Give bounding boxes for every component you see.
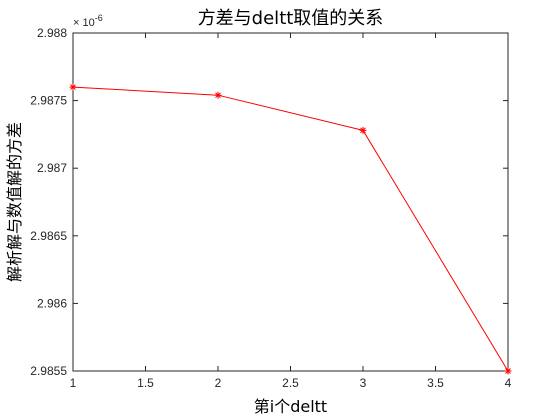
x-tick-label: 1.5 (137, 376, 154, 390)
data-point-marker (505, 368, 512, 375)
data-point-marker (70, 84, 77, 91)
y-tick-label: 2.9855 (30, 364, 67, 378)
x-tick-label: 3 (360, 376, 367, 390)
y-tick-label: 2.986 (37, 296, 67, 310)
x-tick-label: 1 (70, 376, 77, 390)
x-tick-label: 3.5 (427, 376, 444, 390)
x-tick-label: 2.5 (282, 376, 299, 390)
y-tick-label: 2.9875 (30, 94, 67, 108)
x-axis-label: 第i个deltt (254, 397, 327, 416)
x-tick-label: 2 (215, 376, 222, 390)
y-exponent-power: -6 (95, 13, 103, 23)
y-tick-label: 2.9865 (30, 229, 67, 243)
y-tick-label: 2.987 (37, 161, 67, 175)
data-point-marker (360, 127, 367, 134)
x-tick-label: 4 (505, 376, 512, 390)
chart-title: 方差与deltt取值的关系 (198, 8, 384, 29)
y-tick-label: 2.988 (37, 26, 67, 40)
data-point-marker (215, 92, 222, 99)
plot-area (73, 33, 508, 371)
y-axis-label: 解析解与数值解的方差 (5, 122, 24, 282)
y-exponent-base: × 10 (73, 17, 95, 29)
